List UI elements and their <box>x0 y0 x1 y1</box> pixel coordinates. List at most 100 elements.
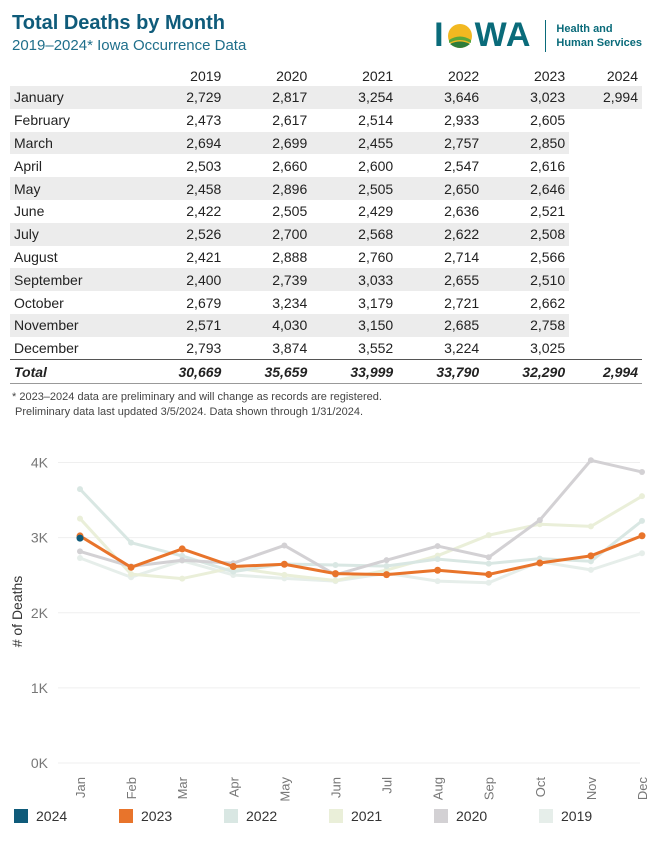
total-cell: 32,290 <box>483 359 570 385</box>
footnote-line2: Preliminary data last updated 3/5/2024. … <box>12 406 364 418</box>
value-cell: 3,254 <box>311 86 398 109</box>
deaths-table: 2019 2020 2021 2022 2023 2024 January 2,7… <box>10 66 642 385</box>
x-tick-label: Sep <box>482 777 497 800</box>
value-cell: 2,605 <box>530 112 566 129</box>
year-column-header: 2020 <box>276 68 308 84</box>
logo-agency-line2: Human Services <box>556 36 642 49</box>
data-point-2022 <box>383 563 390 570</box>
table-row: April 2,503 2,660 2,600 2,547 2,616 <box>10 154 642 177</box>
value-cell <box>569 313 642 337</box>
data-point-2019 <box>77 555 83 562</box>
value-cell: 2,700 <box>225 222 312 246</box>
data-point-2019 <box>587 566 594 573</box>
value-cell: 2,600 <box>358 157 394 174</box>
value-cell: 2,622 <box>397 222 484 246</box>
total-cell: 30,669 <box>139 359 226 385</box>
year-column-header: 2023 <box>533 68 566 84</box>
data-point-2020 <box>77 548 83 555</box>
data-point-2023 <box>587 552 595 560</box>
year-column-header: 2022 <box>448 68 480 84</box>
month-cell: March <box>10 131 140 155</box>
value-cell: 3,552 <box>358 339 394 356</box>
total-cell: 2,994 <box>569 359 642 385</box>
value-cell: 4,030 <box>225 313 312 337</box>
value-cell: 2,421 <box>186 248 222 265</box>
data-point-2023 <box>485 570 493 578</box>
month-cell: April <box>14 157 43 174</box>
month-cell: January <box>10 86 140 109</box>
year-column-header: 2024 <box>606 68 638 84</box>
total-cell: 35,659 <box>225 359 312 385</box>
logo-wordmark: I WA <box>434 16 531 55</box>
iowa-hhs-logo: I WA Health and Human Services <box>434 16 642 55</box>
x-tick-label: Dec <box>635 777 650 801</box>
month-cell: September <box>10 268 140 292</box>
value-cell: 2,568 <box>311 222 398 246</box>
value-cell: 2,655 <box>397 268 484 292</box>
data-point-2022 <box>332 561 339 568</box>
value-cell: 2,617 <box>272 112 308 129</box>
value-cell: 2,793 <box>186 339 222 356</box>
data-point-2024 <box>76 534 84 542</box>
data-point-2021 <box>77 515 83 522</box>
header: Total Deaths by Month 2019–2024* Iowa Oc… <box>12 12 642 60</box>
month-cell: August <box>14 248 58 265</box>
data-point-2021 <box>639 493 645 500</box>
series-line-2023 <box>78 534 644 577</box>
data-point-2020 <box>536 517 543 524</box>
logo-word-right: WA <box>474 16 532 54</box>
y-tick-label: 2K <box>31 605 49 621</box>
data-point-2022 <box>230 568 237 575</box>
legend-label: 2023 <box>141 808 173 824</box>
value-cell: 2,521 <box>530 203 566 220</box>
legend-swatch <box>434 809 448 823</box>
legend-item-2020: 2020 <box>434 808 539 824</box>
total-cell: 33,999 <box>311 359 398 385</box>
value-cell: 2,817 <box>225 86 312 109</box>
value-cell: 3,025 <box>530 339 566 356</box>
table-row: February 2,473 2,617 2,514 2,933 2,605 <box>10 109 642 132</box>
value-cell: 2,758 <box>483 313 570 337</box>
legend-item-2022: 2022 <box>224 808 329 824</box>
footnote: * 2023–2024 data are preliminary and wil… <box>12 390 382 420</box>
total-cell: 33,790 <box>397 359 484 385</box>
x-tick-label: Oct <box>533 777 548 798</box>
data-point-2020 <box>485 554 492 561</box>
data-point-2021 <box>332 577 339 584</box>
value-cell: 2,757 <box>397 131 484 155</box>
value-cell: 2,994 <box>569 86 642 109</box>
legend-item-2019: 2019 <box>539 808 639 824</box>
value-cell: 2,662 <box>530 294 566 311</box>
data-point-2023 <box>127 563 135 571</box>
data-point-2019 <box>639 550 645 557</box>
data-point-2023 <box>178 545 186 553</box>
value-cell: 2,721 <box>444 294 480 311</box>
data-point-2022 <box>179 552 186 559</box>
value-cell <box>569 154 642 177</box>
y-tick-label: 4K <box>31 455 49 471</box>
x-tick-label: Mar <box>175 776 190 799</box>
value-cell: 2,850 <box>483 131 570 155</box>
month-cell: July <box>10 222 140 246</box>
value-cell: 2,455 <box>311 131 398 155</box>
table-row: September 2,400 2,739 3,033 2,655 2,510 <box>10 268 642 292</box>
series-line-2022 <box>78 487 644 574</box>
legend-swatch <box>119 809 133 823</box>
data-point-2021 <box>485 532 492 539</box>
x-tick-label: Nov <box>584 777 599 801</box>
value-cell: 2,505 <box>272 203 308 220</box>
x-tick-label: Aug <box>431 777 446 800</box>
month-cell: February <box>14 112 71 129</box>
logo-word-left: I <box>434 16 445 54</box>
value-cell: 2,646 <box>483 177 570 200</box>
x-tick-label: May <box>277 777 292 802</box>
data-point-2022 <box>639 517 645 524</box>
value-cell: 2,760 <box>358 248 394 265</box>
data-point-2023 <box>383 571 391 579</box>
value-cell <box>569 200 642 223</box>
value-cell: 2,526 <box>139 222 226 246</box>
table-total-row: Total 30,669 35,659 33,999 33,790 32,290… <box>10 359 642 385</box>
value-cell: 2,510 <box>483 268 570 292</box>
table-row: August 2,421 2,888 2,760 2,714 2,566 <box>10 246 642 269</box>
value-cell: 2,547 <box>444 157 480 174</box>
